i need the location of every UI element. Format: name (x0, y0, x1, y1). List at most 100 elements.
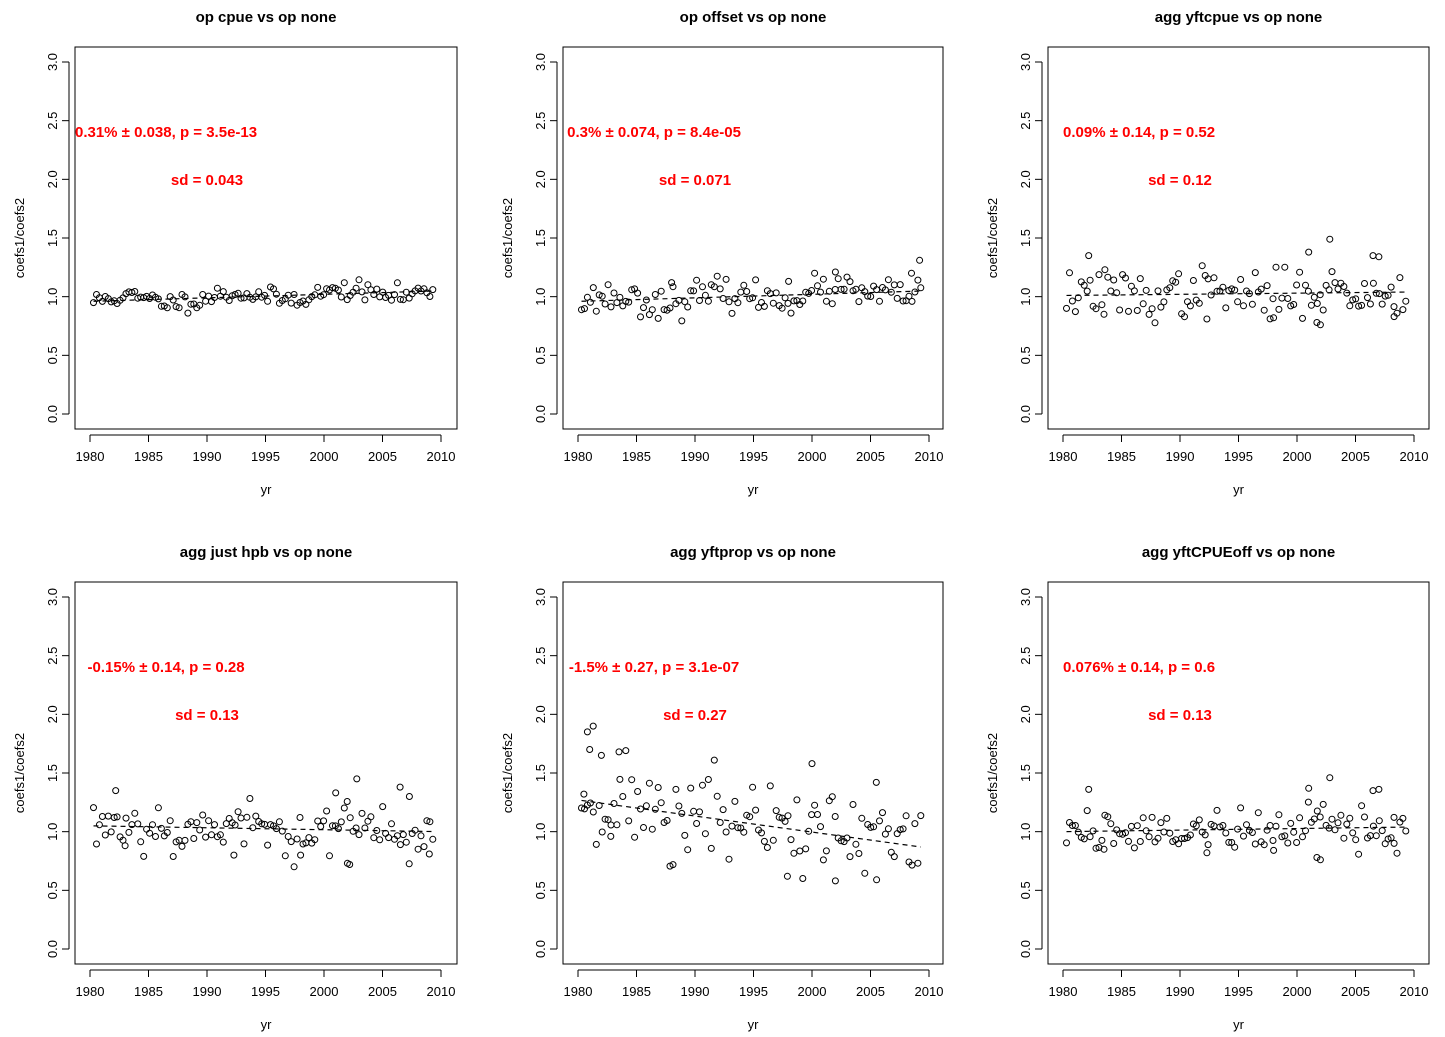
data-point (890, 281, 898, 289)
data-point (1390, 813, 1398, 821)
data-point (911, 820, 919, 828)
data-point (1063, 304, 1070, 312)
data-point (1369, 822, 1377, 830)
data-point (645, 779, 653, 787)
data-point (240, 840, 248, 848)
data-point (122, 814, 130, 822)
x-axis-label: yr (748, 482, 760, 497)
data-point (231, 821, 239, 829)
y-axis-label: coefs1/coefs2 (500, 198, 515, 278)
chart-title: op offset vs op none (680, 9, 827, 26)
data-point (290, 291, 298, 298)
x-axis-label: yr (748, 1017, 760, 1032)
data-point (1245, 290, 1253, 298)
data-point (908, 297, 916, 305)
data-point (917, 284, 925, 292)
data-point (622, 297, 630, 305)
chart-panel-1: op cpue vs op none 1980 1985 1990 1995 2000 20… (12, 9, 458, 497)
data-point (1346, 302, 1354, 310)
data-point (784, 299, 792, 307)
trend-line (1066, 291, 1406, 297)
data-point (1302, 281, 1309, 289)
data-point (379, 803, 387, 811)
data-point (1331, 826, 1339, 834)
data-point (1302, 827, 1309, 835)
data-point (864, 292, 872, 300)
sd-annotation: sd = 0.13 (1148, 707, 1212, 724)
data-point (255, 288, 263, 296)
data-point (202, 833, 210, 841)
data-point (1175, 270, 1183, 278)
chart-panel-2: op offset vs op none 1980 1985 1990 1995 2000… (500, 9, 944, 497)
data-point (1361, 280, 1368, 287)
data-point (589, 808, 597, 816)
data-point (425, 850, 433, 858)
y-tick-label: 3.0 (45, 588, 60, 606)
plot-frame (562, 46, 944, 430)
data-point (1372, 289, 1380, 297)
data-point (1189, 277, 1197, 284)
data-point (1203, 849, 1211, 857)
trend-annotation: -1.5% ± 0.27, p = 3.1e-07 (569, 659, 739, 676)
data-point (607, 832, 615, 840)
y-tick-label: 2.5 (1018, 647, 1033, 665)
data-point (216, 831, 224, 839)
data-point (332, 789, 340, 797)
data-point (1145, 310, 1153, 318)
data-point (831, 813, 839, 820)
data-point (1299, 314, 1306, 322)
x-tick-label: 1985 (1107, 984, 1136, 999)
data-point (1225, 838, 1233, 846)
data-point (1139, 300, 1147, 308)
x-tick-label: 1995 (739, 984, 768, 999)
x-tick-label: 2005 (856, 449, 885, 464)
data-point (1352, 295, 1360, 303)
data-point (772, 807, 780, 815)
data-point (1071, 308, 1079, 316)
data-point (586, 799, 594, 807)
x-tick-label: 1985 (622, 984, 651, 999)
data-point (1266, 822, 1274, 829)
data-point (1281, 832, 1289, 840)
data-point (719, 295, 727, 302)
data-point (1334, 819, 1342, 827)
data-point (396, 783, 404, 791)
y-tick-label: 2.0 (533, 170, 548, 188)
plot-frame (74, 46, 458, 430)
y-axis-label: coefs1/coefs2 (12, 198, 27, 278)
data-point (1160, 298, 1168, 306)
data-point (1166, 829, 1174, 837)
data-point (592, 307, 600, 315)
data-point (1113, 289, 1121, 297)
data-point (607, 303, 615, 311)
data-point (651, 805, 659, 813)
data-point (728, 309, 736, 317)
x-tick-label: 1980 (1049, 984, 1078, 999)
y-axis-label: coefs1/coefs2 (500, 733, 515, 813)
data-point (1104, 273, 1112, 281)
trend-annotation: -0.15% ± 0.14, p = 0.28 (88, 659, 245, 676)
data-point (648, 825, 656, 833)
chart-title: agg yftprop vs op none (670, 544, 836, 561)
data-point (731, 797, 739, 805)
data-point (654, 314, 662, 322)
data-point (749, 783, 757, 791)
x-tick-label: 1990 (681, 449, 710, 464)
data-point (896, 281, 904, 289)
data-point (1198, 262, 1206, 270)
plot-frame (1047, 46, 1430, 430)
data-point (311, 836, 319, 844)
data-point (1290, 828, 1298, 836)
data-point (1278, 833, 1286, 841)
data-point (1304, 798, 1312, 806)
y-tick-label: 2.0 (533, 705, 548, 723)
data-point (1352, 836, 1360, 844)
data-point (870, 823, 878, 831)
y-tick-label: 0.5 (45, 346, 60, 364)
data-point (1260, 306, 1268, 314)
data-point (811, 269, 819, 277)
data-point (831, 877, 839, 885)
y-tick-label: 2.0 (1018, 170, 1033, 188)
x-tick-label: 2010 (915, 984, 944, 999)
data-point (1366, 300, 1374, 308)
